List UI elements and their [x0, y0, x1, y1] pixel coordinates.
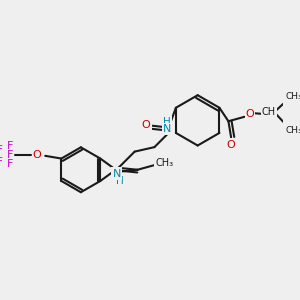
- Text: N: N: [163, 124, 171, 134]
- Text: CH₃: CH₃: [286, 92, 300, 100]
- Text: O: O: [142, 120, 151, 130]
- Text: N: N: [112, 169, 121, 178]
- Text: F: F: [4, 150, 10, 160]
- Text: O: O: [227, 140, 236, 150]
- Text: F: F: [7, 141, 14, 151]
- Text: CH: CH: [262, 107, 276, 117]
- Text: F: F: [7, 159, 14, 169]
- Text: F: F: [0, 145, 3, 154]
- Text: CH₃: CH₃: [155, 158, 174, 169]
- Text: CH₃: CH₃: [286, 126, 300, 135]
- Text: H: H: [163, 117, 171, 127]
- Text: F: F: [0, 157, 3, 167]
- Text: H: H: [116, 176, 124, 186]
- Text: F: F: [7, 150, 14, 160]
- Text: O: O: [246, 109, 254, 119]
- Text: O: O: [33, 150, 41, 160]
